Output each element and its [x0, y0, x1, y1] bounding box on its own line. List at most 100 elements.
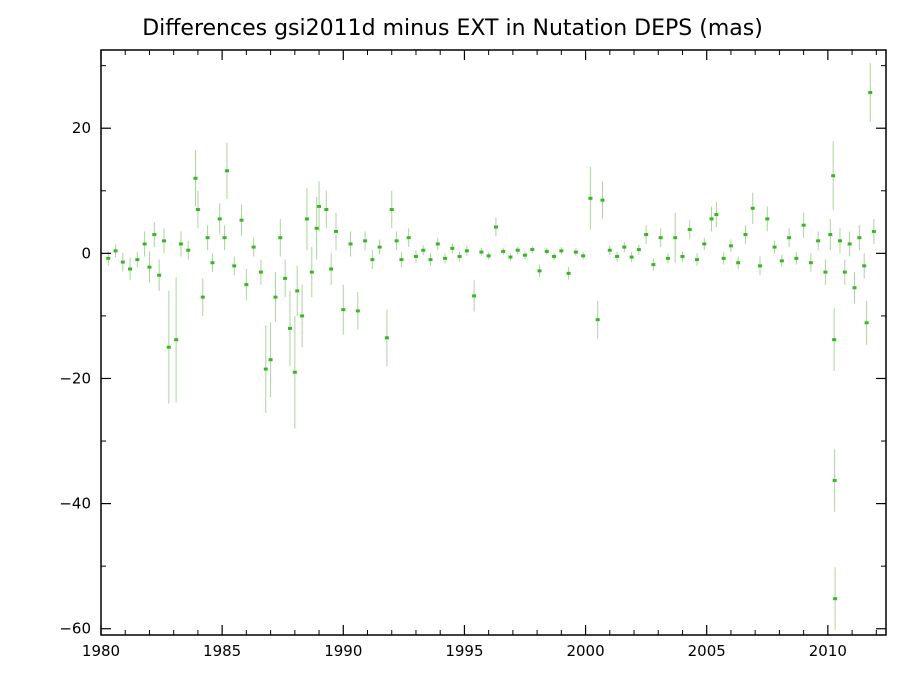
- y-tick-label: 0: [81, 244, 91, 262]
- data-point: [157, 273, 162, 277]
- data-point: [665, 256, 670, 260]
- data-point: [842, 270, 847, 274]
- data-point: [309, 270, 314, 274]
- data-point: [765, 217, 770, 221]
- data-point: [472, 294, 477, 298]
- data-point: [278, 236, 283, 240]
- data-point: [406, 236, 411, 240]
- data-point: [377, 245, 382, 249]
- data-point: [450, 246, 455, 250]
- data-point: [758, 264, 763, 268]
- data-point: [174, 338, 179, 342]
- data-point: [595, 318, 600, 322]
- data-point: [687, 228, 692, 232]
- data-point: [239, 218, 244, 222]
- data-point: [428, 258, 433, 262]
- data-point: [399, 258, 404, 262]
- data-point: [743, 233, 748, 237]
- tick-layer: [100, 50, 886, 635]
- data-point: [457, 254, 462, 258]
- data-point: [852, 286, 857, 290]
- data-point: [750, 206, 755, 210]
- data-point: [607, 248, 612, 252]
- data-point: [273, 295, 278, 299]
- data-point: [334, 229, 339, 233]
- data-point: [258, 270, 263, 274]
- y-tick-label: −20: [59, 369, 91, 387]
- data-point: [508, 255, 513, 259]
- data-point: [629, 255, 634, 259]
- data-point: [779, 259, 784, 263]
- x-tick-label: 1980: [82, 642, 120, 660]
- data-point: [355, 309, 360, 313]
- y-tick-label: −60: [59, 620, 91, 638]
- data-point: [195, 208, 200, 212]
- data-point: [292, 370, 297, 374]
- data-point: [304, 217, 309, 221]
- data-point: [493, 225, 498, 229]
- data-point: [636, 248, 641, 252]
- data-point: [166, 345, 171, 349]
- data-point: [658, 236, 663, 240]
- data-point: [559, 249, 564, 253]
- data-point: [486, 254, 491, 258]
- data-point: [370, 258, 375, 262]
- data-point: [833, 597, 838, 601]
- data-point: [287, 326, 292, 330]
- data-point: [200, 295, 205, 299]
- data-point: [622, 245, 627, 249]
- data-point: [161, 239, 166, 243]
- data-point: [772, 245, 777, 249]
- data-point: [106, 256, 111, 260]
- data-point: [120, 260, 125, 264]
- data-point: [217, 217, 222, 221]
- data-point: [581, 254, 586, 258]
- data-point: [263, 367, 268, 371]
- data-point: [222, 236, 227, 240]
- data-point: [644, 233, 649, 237]
- data-point: [186, 248, 191, 252]
- data-point: [283, 276, 288, 280]
- data-point: [828, 233, 833, 237]
- data-point: [394, 239, 399, 243]
- data-point: [794, 256, 799, 260]
- data-point: [268, 358, 273, 362]
- data-point: [232, 264, 237, 268]
- data-point: [728, 244, 733, 248]
- data-point: [680, 254, 685, 258]
- data-point: [857, 236, 862, 240]
- x-tick-label: 1995: [445, 642, 483, 660]
- data-point: [537, 269, 542, 273]
- data-point: [205, 236, 210, 240]
- data-point: [709, 217, 714, 221]
- data-point: [702, 242, 707, 246]
- data-point: [147, 265, 152, 269]
- data-point: [128, 267, 133, 271]
- y-tick-label: −40: [59, 495, 91, 513]
- data-point: [300, 314, 305, 318]
- data-point: [142, 242, 147, 246]
- data-point: [384, 336, 389, 340]
- data-point: [317, 204, 322, 208]
- data-point: [421, 248, 426, 252]
- tick-label-layer: 1980 1985 1990 1995 2000 2005 2010 20 0 −20 −40 −60: [59, 119, 847, 660]
- data-point: [868, 91, 873, 95]
- data-point: [363, 239, 368, 243]
- data-point: [787, 236, 792, 240]
- data-point: [862, 264, 867, 268]
- data-point: [178, 242, 183, 246]
- data-point: [389, 208, 394, 212]
- data-point: [295, 289, 300, 293]
- data-point: [251, 245, 256, 249]
- data-point: [871, 229, 876, 233]
- data-point: [413, 254, 418, 258]
- data-point: [651, 263, 656, 267]
- data-point: [435, 242, 440, 246]
- data-point: [324, 208, 329, 212]
- x-tick-label: 2000: [566, 642, 604, 660]
- plot-frame: [100, 49, 887, 636]
- data-point: [847, 242, 852, 246]
- data-point: [566, 271, 571, 275]
- x-tick-label: 1985: [203, 642, 241, 660]
- data-point: [832, 478, 837, 482]
